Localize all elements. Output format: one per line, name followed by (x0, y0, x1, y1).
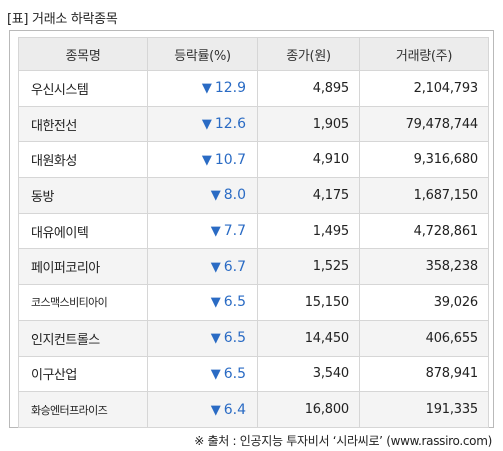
table-row: 대유에이텍 ▼ 7.7 1,495 4,728,861 (18, 212, 489, 250)
table-row: 코스맥스비티아이 ▼ 6.5 15,150 39,026 (18, 284, 489, 321)
header-volume: 거래량(주) (359, 37, 489, 71)
change-rate: ▼ 6.5 (147, 319, 258, 357)
close-price: 15,150 (257, 284, 360, 321)
close-price: 1,525 (257, 248, 360, 286)
change-rate: ▼ 8.0 (147, 177, 258, 214)
stock-name: 동방 (18, 177, 148, 214)
table-row: 우신시스템 ▼ 12.9 4,895 2,104,793 (18, 70, 489, 107)
volume: 1,687,150 (359, 177, 489, 214)
close-price: 3,540 (257, 355, 360, 393)
volume: 79,478,744 (359, 105, 489, 143)
down-arrow-icon: ▼ (201, 81, 212, 97)
header-stock-name: 종목명 (18, 37, 148, 71)
table-frame: 종목명 등락률(%) 종가(원) 거래량(주) 우신시스템 ▼ 12.9 4,89… (9, 30, 494, 428)
volume: 406,655 (359, 319, 489, 357)
change-rate: ▼ 12.6 (147, 105, 258, 143)
source-note: ※ 출처 : 인공지능 투자비서 ‘시라씨로’ (www.rassiro.com… (194, 434, 492, 448)
stock-name: 코스맥스비티아이 (18, 284, 148, 321)
rate-value: 12.6 (214, 116, 246, 133)
stock-name: 대한전선 (18, 105, 148, 143)
declining-stocks-table: 종목명 등락률(%) 종가(원) 거래량(주) 우신시스템 ▼ 12.9 4,89… (18, 37, 489, 428)
close-price: 1,495 (257, 212, 360, 250)
rate-value: 7.7 (223, 223, 246, 240)
table-row: 대한전선 ▼ 12.6 1,905 79,478,744 (18, 105, 489, 143)
down-arrow-icon: ▼ (210, 331, 221, 347)
stock-name: 페이퍼코리아 (18, 248, 148, 286)
volume: 2,104,793 (359, 70, 489, 107)
down-arrow-icon: ▼ (210, 188, 221, 204)
rate-value: 6.5 (223, 294, 246, 311)
change-rate: ▼ 6.7 (147, 248, 258, 286)
table-row: 이구산업 ▼ 6.5 3,540 878,941 (18, 355, 489, 393)
down-arrow-icon: ▼ (210, 295, 221, 311)
volume: 9,316,680 (359, 141, 489, 179)
table-header-row: 종목명 등락률(%) 종가(원) 거래량(주) (18, 37, 489, 71)
rate-value: 8.0 (223, 187, 246, 204)
rate-value: 6.5 (223, 365, 246, 382)
close-price: 4,175 (257, 177, 360, 214)
volume: 191,335 (359, 391, 489, 428)
volume: 358,238 (359, 248, 489, 286)
table-caption: [표] 거래소 하락종목 (7, 12, 118, 27)
stock-name: 우신시스템 (18, 70, 148, 107)
volume: 39,026 (359, 284, 489, 321)
stock-name: 대유에이텍 (18, 212, 148, 250)
change-rate: ▼ 12.9 (147, 70, 258, 107)
rate-value: 12.9 (214, 80, 246, 97)
table-row: 대원화성 ▼ 10.7 4,910 9,316,680 (18, 141, 489, 179)
rate-value: 10.7 (214, 151, 246, 168)
change-rate: ▼ 10.7 (147, 141, 258, 179)
volume: 4,728,861 (359, 212, 489, 250)
down-arrow-icon: ▼ (210, 224, 221, 240)
stock-name: 인지컨트롤스 (18, 319, 148, 357)
change-rate: ▼ 6.4 (147, 391, 258, 428)
down-arrow-icon: ▼ (210, 259, 221, 275)
stock-name: 이구산업 (18, 355, 148, 393)
header-change-rate: 등락률(%) (147, 37, 258, 71)
table-row: 화승엔터프라이즈 ▼ 6.4 16,800 191,335 (18, 391, 489, 428)
stock-name: 대원화성 (18, 141, 148, 179)
rate-value: 6.5 (223, 330, 246, 347)
header-close-price: 종가(원) (257, 37, 360, 71)
down-arrow-icon: ▼ (210, 402, 221, 418)
change-rate: ▼ 6.5 (147, 284, 258, 321)
table-row: 동방 ▼ 8.0 4,175 1,687,150 (18, 177, 489, 214)
close-price: 4,910 (257, 141, 360, 179)
close-price: 14,450 (257, 319, 360, 357)
volume: 878,941 (359, 355, 489, 393)
down-arrow-icon: ▼ (201, 117, 212, 133)
close-price: 16,800 (257, 391, 360, 428)
close-price: 1,905 (257, 105, 360, 143)
table-row: 페이퍼코리아 ▼ 6.7 1,525 358,238 (18, 248, 489, 286)
down-arrow-icon: ▼ (210, 366, 221, 382)
down-arrow-icon: ▼ (201, 152, 212, 168)
change-rate: ▼ 6.5 (147, 355, 258, 393)
rate-value: 6.4 (223, 401, 246, 418)
change-rate: ▼ 7.7 (147, 212, 258, 250)
rate-value: 6.7 (223, 258, 246, 275)
table-row: 인지컨트롤스 ▼ 6.5 14,450 406,655 (18, 319, 489, 357)
close-price: 4,895 (257, 70, 360, 107)
stock-name: 화승엔터프라이즈 (18, 391, 148, 428)
